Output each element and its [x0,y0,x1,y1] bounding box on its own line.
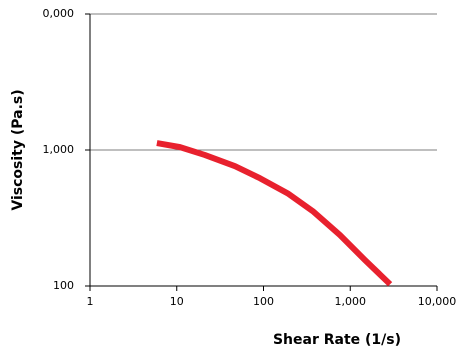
y-tick-label: 100 [53,279,74,292]
y-axis-title: Viscosity (Pa.s) [10,89,26,210]
x-tick-label: 10,000 [418,295,457,308]
y-tick-label: 1,000 [43,143,75,156]
x-tick-label: 10 [170,295,184,308]
y-tick-label: 0,000 [43,7,75,20]
x-tick-label: 1,000 [335,295,367,308]
x-tick-label: 1 [87,295,94,308]
x-axis-title: Shear Rate (1/s) [273,332,401,348]
x-tick-label: 100 [253,295,274,308]
data-line [156,140,393,287]
